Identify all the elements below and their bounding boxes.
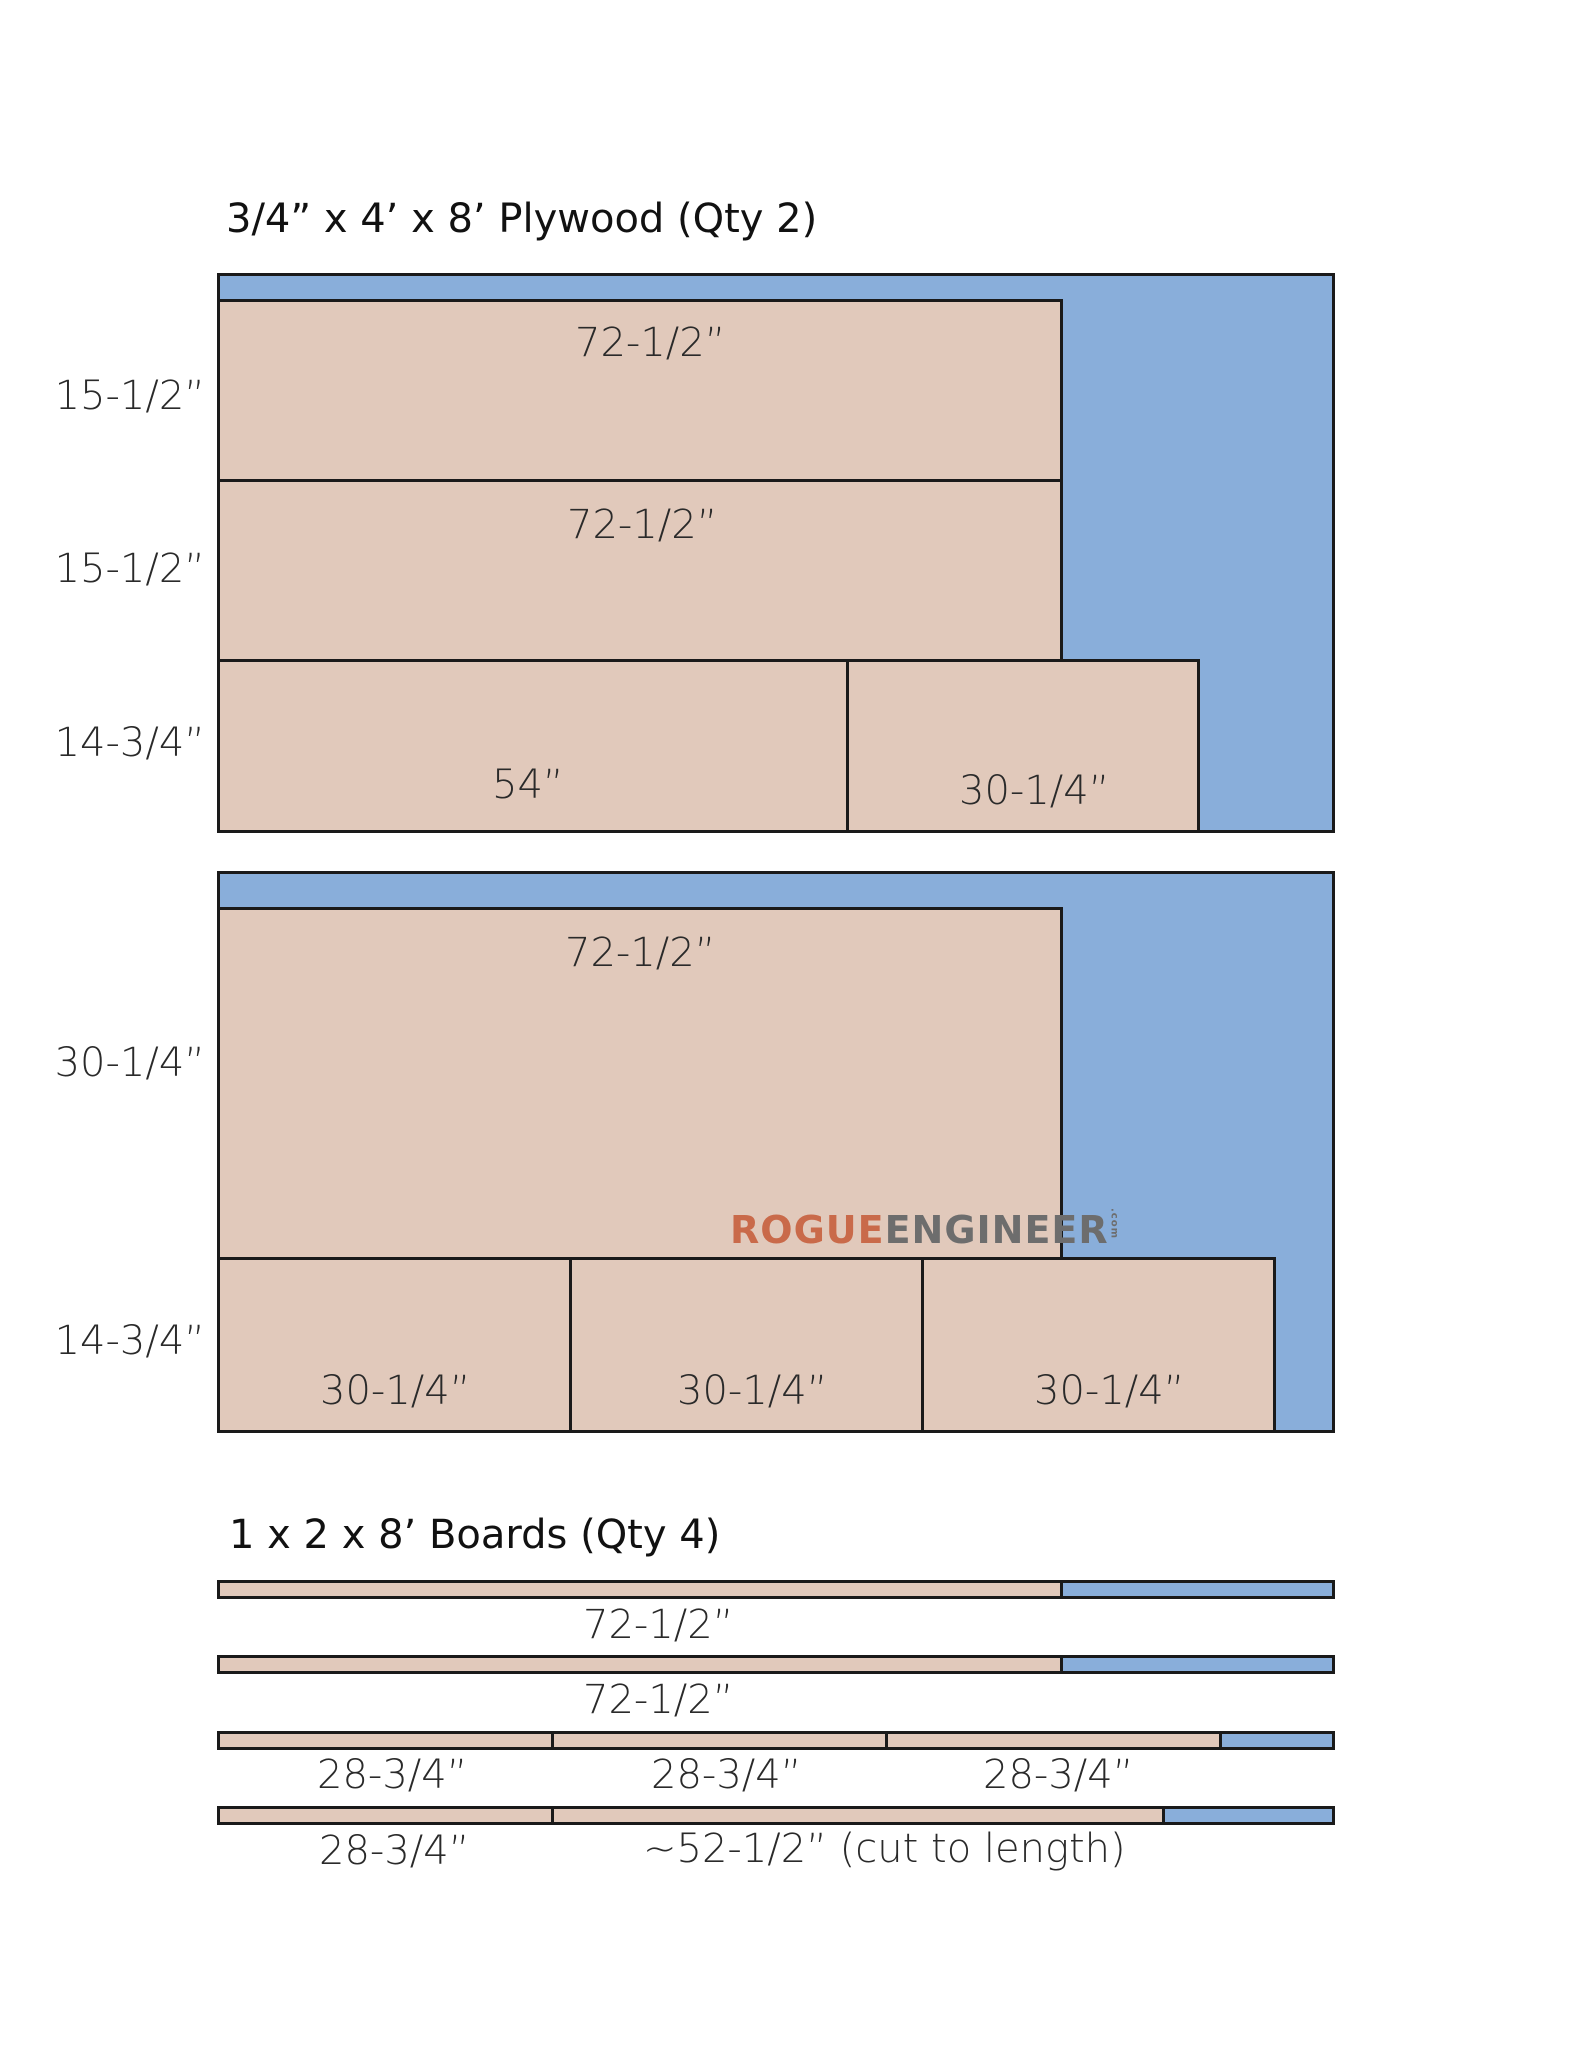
sheet2-piece-3: 30-1/4” <box>569 1257 924 1433</box>
sheet2-piece-4: 30-1/4” <box>921 1257 1276 1433</box>
board3-label-2: 28-3/4” <box>651 1752 802 1798</box>
sheet2-side-label-2: 14-3/4” <box>54 1318 205 1364</box>
sheet2-piece-4-label: 30-1/4” <box>1034 1368 1185 1414</box>
sheet1-side-label-3: 14-3/4” <box>54 720 205 766</box>
sheet2-side-label-1: 30-1/4” <box>54 1040 205 1086</box>
board-2 <box>217 1655 1335 1674</box>
board1-piece-1 <box>217 1580 1063 1599</box>
sheet1-piece-3: 54” <box>217 659 849 833</box>
sheet2-piece-2-label: 30-1/4” <box>320 1368 471 1414</box>
sheet1-piece-4-label: 30-1/4” <box>959 768 1110 814</box>
board2-label-1: 72-1/2” <box>583 1677 734 1723</box>
sheet1-side-label-2: 15-1/2” <box>54 546 205 592</box>
board4-label-2: ~52-1/2” (cut to length) <box>643 1826 1126 1872</box>
rogue-engineer-watermark: ROGUEENGINEER.com <box>730 1208 1120 1252</box>
board-4 <box>217 1806 1335 1825</box>
board4-label-1: 28-3/4” <box>319 1828 470 1874</box>
boards-title: 1 x 2 x 8’ Boards (Qty 4) <box>229 1512 721 1558</box>
board3-piece-1 <box>217 1731 554 1750</box>
sheet1-piece-4: 30-1/4” <box>846 659 1200 833</box>
watermark-engineer: ENGINEER <box>884 1208 1109 1252</box>
plywood-sheet-1: 72-1/2” 72-1/2” 54” 30-1/4” <box>217 273 1335 833</box>
sheet1-piece-2-label: 72-1/2” <box>567 502 718 548</box>
sheet2-piece-2: 30-1/4” <box>217 1257 572 1433</box>
board-1 <box>217 1580 1335 1599</box>
board1-label-1: 72-1/2” <box>583 1602 734 1648</box>
sheet2-piece-3-label: 30-1/4” <box>677 1368 828 1414</box>
board3-label-1: 28-3/4” <box>317 1752 468 1798</box>
watermark-com: .com <box>1108 1208 1120 1240</box>
sheet1-side-label-1: 15-1/2” <box>54 373 205 419</box>
board4-piece-2 <box>551 1806 1165 1825</box>
board3-label-3: 28-3/4” <box>983 1752 1134 1798</box>
board2-piece-1 <box>217 1655 1063 1674</box>
sheet2-piece-1-label: 72-1/2” <box>565 930 716 976</box>
sheet1-piece-3-label: 54” <box>492 762 564 808</box>
sheet1-piece-1: 72-1/2” <box>217 299 1063 482</box>
sheet2-piece-1: 72-1/2” ROGUEENGINEER.com <box>217 907 1120 1260</box>
board-3 <box>217 1731 1335 1750</box>
board3-piece-2 <box>551 1731 888 1750</box>
plywood-sheet-2: 72-1/2” ROGUEENGINEER.com 30-1/4” 30-1/4… <box>217 871 1335 1433</box>
board3-piece-3 <box>885 1731 1222 1750</box>
board4-piece-1 <box>217 1806 554 1825</box>
sheet1-piece-1-label: 72-1/2” <box>575 320 726 366</box>
watermark-rogue: ROGUE <box>730 1208 885 1252</box>
sheet1-piece-2: 72-1/2” <box>217 479 1063 662</box>
plywood-title: 3/4” x 4’ x 8’ Plywood (Qty 2) <box>226 196 818 242</box>
